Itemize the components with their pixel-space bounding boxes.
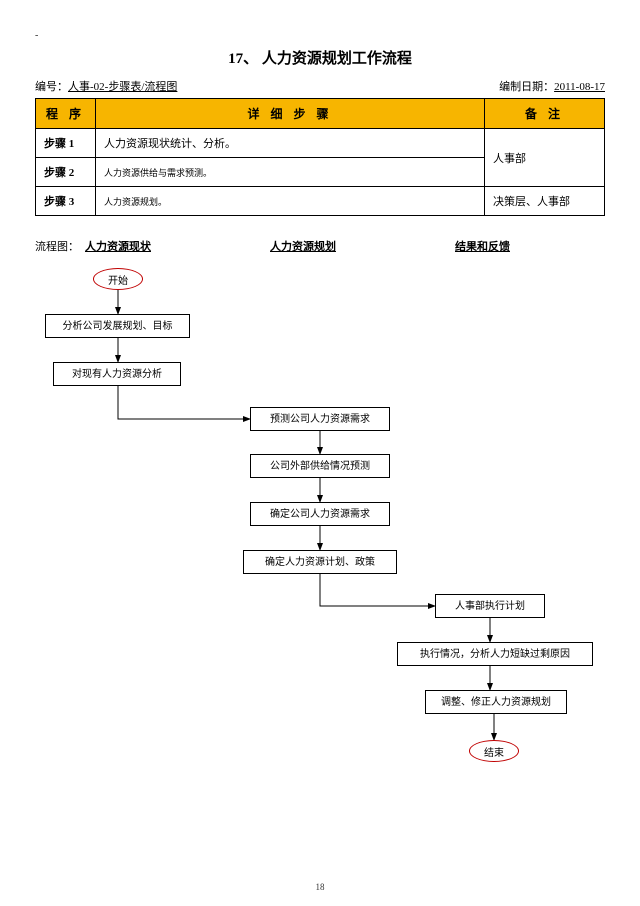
table-header-row: 程 序 详 细 步 骤 备 注 (36, 99, 605, 129)
table-row: 步骤 3人力资源规划。决策层、人事部 (36, 187, 605, 216)
th-note: 备 注 (485, 99, 605, 129)
top-dash: - (35, 30, 605, 41)
flow-node-n5: 确定公司人力资源需求 (250, 502, 390, 526)
flowchart-label: 流程图： (35, 238, 79, 254)
flow-edge (118, 386, 250, 419)
flow-node-n8: 执行情况，分析人力短缺过剩原因 (397, 642, 593, 666)
doc-date: 编制日期：2011-08-17 (499, 78, 605, 94)
step-cell: 步骤 1 (36, 129, 96, 158)
detail-cell: 人力资源现状统计、分析。 (96, 129, 485, 158)
flow-node-n7: 人事部执行计划 (435, 594, 545, 618)
th-proc: 程 序 (36, 99, 96, 129)
flow-col-2: 人力资源规划 (270, 238, 455, 254)
step-cell: 步骤 2 (36, 158, 96, 187)
step-cell: 步骤 3 (36, 187, 96, 216)
steps-table: 程 序 详 细 步 骤 备 注 步骤 1人力资源现状统计、分析。人事部步骤 2人… (35, 98, 605, 216)
flow-node-n4: 公司外部供给情况预测 (250, 454, 390, 478)
page-title: 17、 人力资源规划工作流程 (35, 47, 605, 68)
note-cell: 人事部 (485, 129, 605, 187)
doc-no-value: 人事-02-步骤表/流程图 (68, 81, 177, 93)
flow-node-n3: 预测公司人力资源需求 (250, 407, 390, 431)
flow-node-n9: 调整、修正人力资源规划 (425, 690, 567, 714)
detail-cell: 人力资源规划。 (96, 187, 485, 216)
flow-col-3: 结果和反馈 (455, 238, 605, 254)
detail-cell: 人力资源供给与需求预测。 (96, 158, 485, 187)
doc-no-label: 编号： (35, 81, 68, 93)
flow-node-n2: 对现有人力资源分析 (53, 362, 181, 386)
meta-row: 编号：人事-02-步骤表/流程图 编制日期：2011-08-17 (35, 78, 605, 94)
page-number: 18 (0, 882, 640, 892)
flowchart-arrows (35, 262, 605, 822)
flow-node-end: 结束 (469, 740, 519, 762)
note-cell: 决策层、人事部 (485, 187, 605, 216)
flowchart-header: 流程图： 人力资源现状 人力资源规划 结果和反馈 (35, 238, 605, 254)
th-detail: 详 细 步 骤 (96, 99, 485, 129)
flow-col-1: 人力资源现状 (85, 238, 270, 254)
flow-node-start: 开始 (93, 268, 143, 290)
flow-edge (320, 574, 435, 606)
doc-no: 编号：人事-02-步骤表/流程图 (35, 78, 177, 94)
flow-node-n6: 确定人力资源计划、政策 (243, 550, 397, 574)
doc-date-value: 2011-08-17 (554, 81, 605, 93)
flow-node-n1: 分析公司发展规划、目标 (45, 314, 190, 338)
doc-date-label: 编制日期： (499, 81, 554, 93)
flowchart-area: 开始分析公司发展规划、目标对现有人力资源分析预测公司人力资源需求公司外部供给情况… (35, 262, 605, 822)
table-row: 步骤 1人力资源现状统计、分析。人事部 (36, 129, 605, 158)
